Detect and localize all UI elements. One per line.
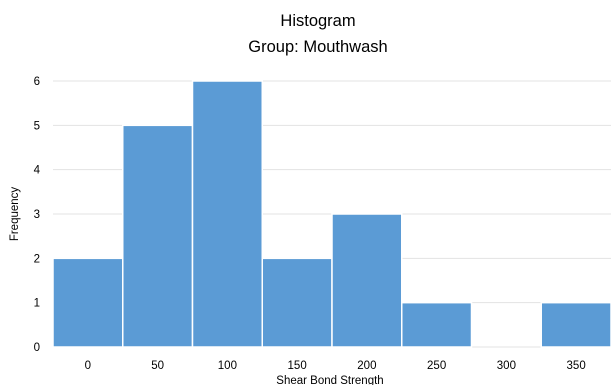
x-tick-label: 200 bbox=[357, 360, 376, 372]
chart-title: Histogram bbox=[280, 12, 355, 30]
histogram-bar-200 bbox=[331, 213, 403, 348]
histogram-bar-350 bbox=[540, 301, 611, 348]
x-tick-label: 150 bbox=[288, 360, 307, 372]
y-tick-label: 2 bbox=[34, 253, 40, 265]
histogram-bar-100 bbox=[191, 80, 263, 348]
x-tick-label: 0 bbox=[85, 360, 91, 372]
bars bbox=[52, 80, 611, 348]
chart-subtitle: Group: Mouthwash bbox=[248, 38, 387, 56]
x-axis-label: Shear Bond Strength bbox=[276, 375, 383, 385]
histogram-bar-250 bbox=[401, 301, 473, 348]
y-axis-ticks: 0 1 2 3 4 5 6 bbox=[34, 76, 41, 354]
y-tick-label: 6 bbox=[34, 76, 40, 88]
y-tick-label: 4 bbox=[34, 165, 41, 177]
y-tick-label: 5 bbox=[34, 120, 40, 132]
x-tick-label: 100 bbox=[218, 360, 237, 372]
histogram-bar-50 bbox=[122, 124, 194, 348]
y-axis-label: Frequency bbox=[9, 187, 21, 242]
x-tick-label: 50 bbox=[151, 360, 164, 372]
histogram-bar-0 bbox=[52, 257, 124, 348]
x-axis-ticks: 0 50 100 150 200 250 300 350 bbox=[85, 360, 586, 372]
histogram-bar-150 bbox=[261, 257, 333, 348]
x-tick-label: 250 bbox=[427, 360, 446, 372]
x-tick-label: 350 bbox=[567, 360, 586, 372]
y-tick-label: 0 bbox=[34, 342, 40, 354]
y-tick-label: 1 bbox=[34, 298, 40, 310]
y-tick-label: 3 bbox=[34, 209, 40, 221]
x-tick-label: 300 bbox=[497, 360, 516, 372]
